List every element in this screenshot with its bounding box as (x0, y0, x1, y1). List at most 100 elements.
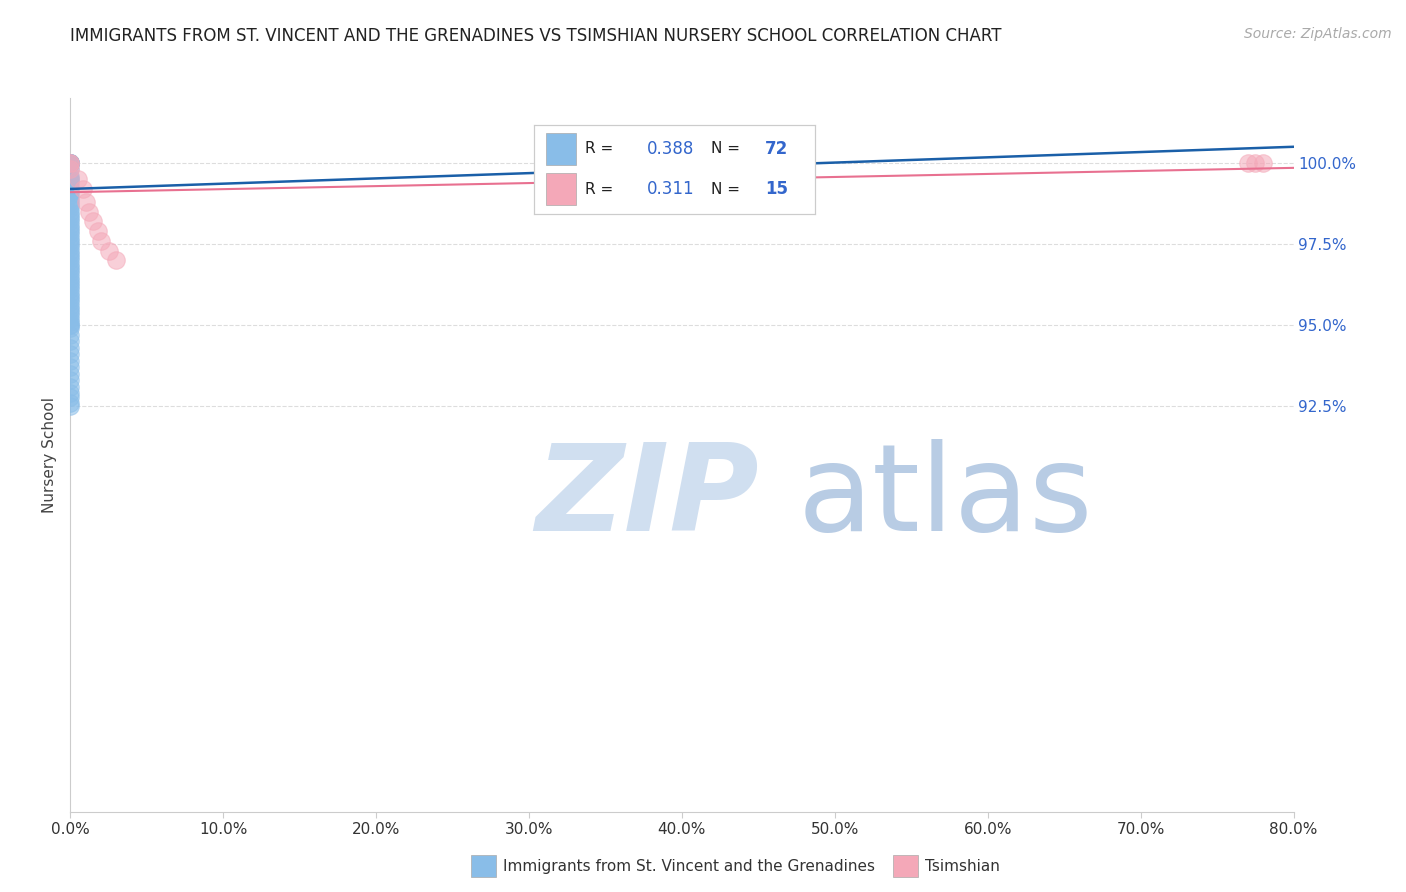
Point (59, 279, 82, 293)
Text: 15: 15 (765, 180, 787, 198)
Point (59, 266, 82, 280)
Point (87, 224, 110, 238)
Point (59, 237, 82, 252)
Point (105, 253, 128, 268)
Point (59, 373, 82, 387)
Point (59, 301, 82, 316)
Point (1236, 156, 1258, 170)
Point (59, 185, 82, 199)
Point (59, 204, 82, 219)
Point (59, 162, 82, 177)
Text: IMMIGRANTS FROM ST. VINCENT AND THE GRENADINES VS TSIMSHIAN NURSERY SCHOOL CORRE: IMMIGRANTS FROM ST. VINCENT AND THE GREN… (70, 27, 1002, 45)
Point (59, 156, 82, 170)
Point (59, 315, 82, 329)
Point (59, 311, 82, 326)
Text: ZIP: ZIP (536, 439, 759, 557)
Point (59, 156, 82, 170)
Text: Tsimshian: Tsimshian (925, 859, 1000, 873)
Point (59, 156, 82, 170)
Text: 0.388: 0.388 (647, 140, 695, 158)
Point (59, 273, 82, 287)
Point (59, 244, 82, 258)
Point (59, 227, 82, 242)
Point (59, 367, 82, 381)
Point (59, 295, 82, 310)
Point (59, 156, 82, 170)
Point (59, 276, 82, 290)
Point (59, 299, 82, 313)
Point (59, 172, 82, 186)
Point (59, 247, 82, 261)
Point (59, 386, 82, 401)
Point (59, 347, 82, 361)
Point (59, 240, 82, 254)
Text: N =: N = (711, 182, 745, 196)
Text: 72: 72 (765, 140, 789, 158)
Point (59, 202, 82, 216)
Point (59, 256, 82, 270)
Point (77, 204, 100, 219)
Text: R =: R = (585, 182, 623, 196)
Y-axis label: Nursery School: Nursery School (42, 397, 58, 513)
Bar (546, 173, 576, 205)
Point (59, 318, 82, 333)
Point (72, 182, 94, 196)
Text: N =: N = (711, 142, 745, 156)
Point (59, 285, 82, 300)
Text: Source: ZipAtlas.com: Source: ZipAtlas.com (1244, 27, 1392, 41)
Point (82, 214, 104, 228)
Point (59, 318, 82, 333)
Bar (546, 133, 576, 165)
Point (59, 156, 82, 170)
Point (59, 156, 82, 170)
Point (59, 156, 82, 170)
Point (59, 283, 82, 297)
Point (59, 234, 82, 248)
Point (59, 208, 82, 222)
Point (59, 354, 82, 368)
Point (59, 309, 82, 323)
Point (59, 214, 82, 228)
Point (90, 234, 112, 248)
Point (59, 162, 82, 177)
Point (59, 396, 82, 410)
Point (59, 156, 82, 170)
Point (59, 341, 82, 355)
Text: atlas: atlas (799, 439, 1094, 557)
Point (59, 224, 82, 238)
Text: Immigrants from St. Vincent and the Grenadines: Immigrants from St. Vincent and the Gren… (503, 859, 876, 873)
Point (59, 176, 82, 190)
Point (59, 211, 82, 226)
Point (59, 188, 82, 202)
Point (59, 390, 82, 404)
Point (59, 380, 82, 394)
Point (59, 220, 82, 235)
Point (59, 169, 82, 183)
Point (59, 182, 82, 196)
Point (59, 250, 82, 264)
Text: 0.311: 0.311 (647, 180, 695, 198)
Point (97, 244, 120, 258)
Point (59, 198, 82, 212)
Point (59, 156, 82, 170)
Point (75, 194, 97, 209)
Point (59, 292, 82, 306)
Point (59, 194, 82, 209)
Point (59, 321, 82, 335)
Point (1251, 156, 1274, 170)
Point (59, 253, 82, 268)
Point (59, 334, 82, 349)
Point (59, 156, 82, 170)
Point (59, 327, 82, 342)
Point (59, 263, 82, 277)
Point (59, 230, 82, 244)
Point (59, 399, 82, 413)
Point (59, 360, 82, 375)
Point (59, 269, 82, 284)
Point (59, 172, 82, 186)
Text: R =: R = (585, 142, 619, 156)
Point (59, 192, 82, 206)
Point (1244, 156, 1267, 170)
Point (59, 260, 82, 274)
Point (59, 178, 82, 193)
